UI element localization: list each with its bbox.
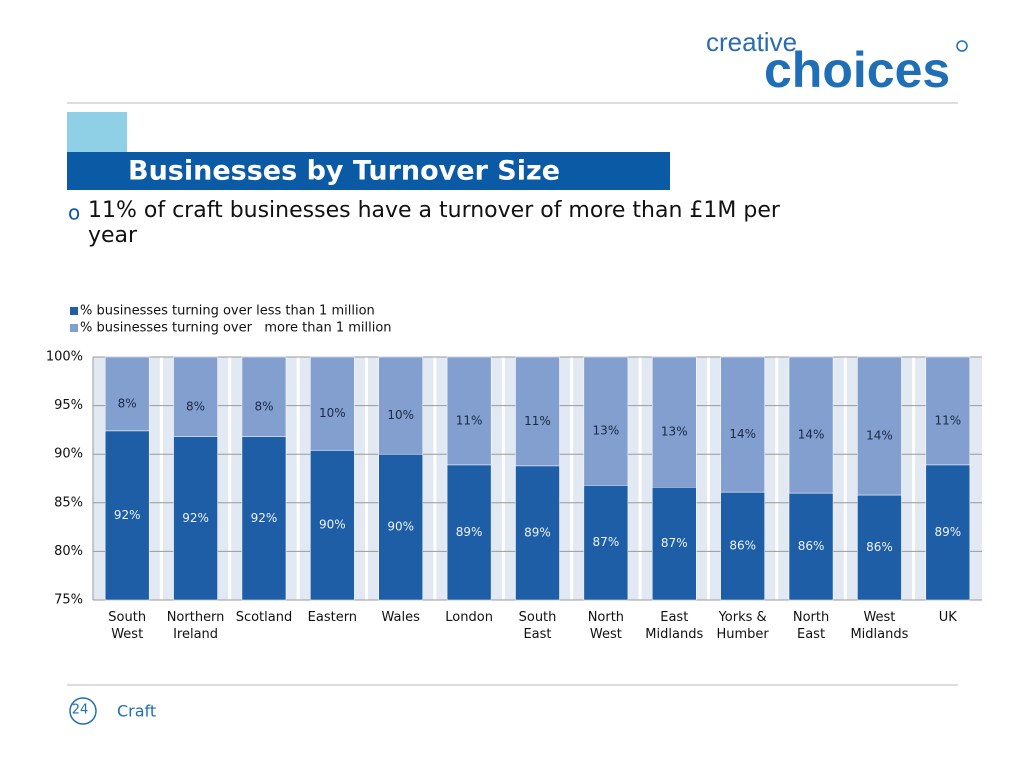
bar-segment — [104, 430, 150, 601]
data-label: 89% — [934, 525, 961, 539]
bar-segment — [378, 356, 423, 455]
bar-segment — [104, 356, 150, 432]
bar-segment — [310, 450, 355, 601]
slide-title: Businesses by Turnover Size — [128, 156, 560, 187]
bar-segment — [652, 486, 697, 601]
data-label: 87% — [593, 535, 620, 549]
bullet-text: 11% of craft businesses have a turnover … — [88, 198, 780, 248]
x-tick-label: Wales — [381, 610, 420, 625]
x-tick-label: Eastern — [307, 610, 358, 625]
data-label: 8% — [186, 399, 205, 413]
page-number: 24 — [72, 703, 89, 718]
legend-label: % businesses turning over more than 1 mi… — [80, 321, 392, 336]
data-label: 86% — [866, 540, 893, 554]
bullet-marker: o — [68, 201, 80, 225]
data-label: 10% — [319, 406, 346, 420]
data-label: 90% — [387, 520, 414, 534]
bar-segment — [857, 494, 902, 601]
data-label: 11% — [456, 413, 483, 427]
logo-dot — [956, 40, 968, 52]
x-tick-label: Yorks & Humber — [716, 610, 769, 642]
logo-main: choices — [764, 42, 950, 98]
page-circle — [69, 697, 97, 725]
x-tick-label: London — [445, 610, 493, 625]
data-label: 86% — [729, 539, 756, 553]
logo-top: creative — [706, 27, 797, 57]
y-tick-label: 90% — [54, 447, 83, 462]
bar-segment — [446, 356, 492, 466]
legend-swatch — [70, 324, 78, 332]
bar-segment — [857, 356, 902, 496]
bar-segment — [720, 356, 765, 493]
bar-segment — [310, 356, 355, 451]
bar-segment — [241, 436, 287, 601]
data-label: 86% — [798, 539, 825, 553]
bar-segment — [788, 492, 834, 601]
bar-segment — [788, 356, 834, 494]
bar-segment — [515, 356, 560, 467]
x-tick-label: UK — [938, 610, 957, 625]
y-tick-label: 75% — [54, 593, 83, 608]
bar-segment — [446, 464, 492, 601]
data-label: 89% — [524, 525, 551, 539]
x-tick-label: West Midlands — [850, 610, 909, 642]
bar-segment — [925, 356, 971, 466]
x-tick-label: Scotland — [235, 610, 293, 625]
title-bar — [67, 152, 670, 190]
bar-segment — [583, 356, 629, 486]
legend-label: % businesses turning over less than 1 mi… — [80, 304, 375, 319]
x-tick-label: South East — [518, 610, 557, 642]
bar-segment — [583, 485, 629, 601]
data-label: 8% — [254, 399, 273, 413]
bar-segment — [378, 453, 423, 601]
data-label: 14% — [798, 428, 825, 442]
data-label: 90% — [319, 518, 346, 532]
bar-segment — [720, 491, 765, 601]
data-label: 92% — [182, 511, 209, 525]
data-label: 14% — [866, 429, 893, 443]
data-label: 10% — [387, 408, 414, 422]
bar-segment — [173, 436, 218, 601]
y-tick-label: 85% — [54, 495, 83, 510]
data-label: 87% — [661, 536, 688, 550]
bar-segment — [241, 356, 287, 437]
data-label: 11% — [524, 414, 551, 428]
y-tick-label: 80% — [54, 544, 83, 559]
y-tick-label: 95% — [54, 398, 83, 413]
data-label: 14% — [729, 427, 756, 441]
accent-square — [67, 112, 127, 152]
bar-segment — [652, 356, 697, 488]
data-label: 92% — [251, 511, 278, 525]
data-label: 13% — [661, 425, 688, 439]
y-tick-label: 100% — [46, 350, 83, 365]
footer-section: Craft — [117, 702, 156, 721]
x-tick-label: East Midlands — [645, 610, 704, 642]
bar-segment — [925, 464, 971, 601]
x-tick-label: South West — [108, 610, 147, 642]
data-label: 8% — [118, 396, 137, 410]
x-tick-label: Northern Ireland — [166, 610, 225, 642]
legend-swatch — [70, 307, 78, 315]
data-label: 92% — [114, 508, 141, 522]
data-label: 11% — [934, 413, 961, 427]
bar-segment — [515, 465, 560, 601]
bar-segment — [173, 356, 218, 437]
data-label: 89% — [456, 525, 483, 539]
data-label: 13% — [593, 424, 620, 438]
x-tick-label: North East — [792, 610, 830, 642]
bullet-box: 11% of craft businesses have a turnover … — [88, 198, 780, 248]
x-tick-label: North West — [587, 610, 625, 642]
